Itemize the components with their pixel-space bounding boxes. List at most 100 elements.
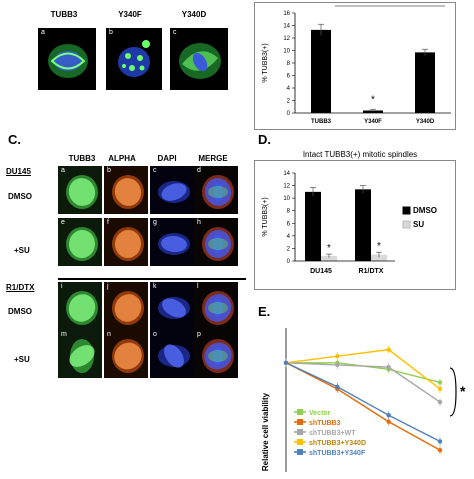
y-tick-label: 4 — [287, 234, 291, 240]
merged-dna-signal — [213, 347, 223, 365]
stain-signal — [68, 230, 96, 258]
bar-r1dtx-su — [371, 254, 387, 261]
y-tick-label: 8 — [287, 209, 291, 215]
bar-du145-su — [321, 255, 337, 261]
x-tick-label: Y340F — [364, 119, 382, 125]
stain-signal — [114, 294, 142, 322]
legend-swatch-su — [402, 220, 411, 229]
merged-tubb3-signal — [208, 350, 228, 362]
stain-signal — [162, 298, 186, 318]
y-tick-label: 6 — [287, 74, 291, 80]
micrograph-j: j — [104, 282, 148, 330]
data-point-shtubb3-y340f — [437, 439, 443, 444]
panel-c-header-tubb3: TUBB3 — [68, 154, 96, 163]
panel-c-header-alpha: ALPHA — [108, 154, 136, 163]
y-tick-label: 0 — [287, 111, 291, 117]
micrograph-k: k — [150, 282, 194, 330]
data-point-shtubb3-wt — [437, 399, 443, 405]
stain-signal — [114, 230, 142, 258]
legend-label-shtubb3-y340f: shTUBB3+Y340F — [309, 450, 366, 457]
significance-star: * — [371, 95, 375, 106]
x-tick-label: TUBB3 — [311, 119, 332, 125]
stain-signal — [69, 345, 95, 367]
panel-b-ylabel: % TUBB3(+) — [262, 43, 269, 82]
micrograph-letter: j — [107, 283, 109, 290]
micrograph-letter: d — [197, 167, 201, 174]
merged-tubb3-signal — [208, 186, 228, 198]
cell-stain-image — [112, 339, 144, 373]
micrograph-m: m — [58, 330, 102, 378]
micrograph-letter: l — [197, 283, 199, 290]
cell-stain-image — [202, 339, 234, 373]
panel-e-label: E. — [258, 304, 271, 319]
spindle-image — [179, 43, 221, 79]
micrograph-g: g — [150, 218, 194, 266]
micrograph-e: e — [58, 218, 102, 266]
merged-tubb3-signal — [208, 238, 228, 250]
panel-b-bar-chart-svg: 0 2 4 6 8 10 12 14 16 TUBB3 Y340F Y340D * % TUBB3(+… — [262, 5, 451, 125]
x-tick-label: R1/DTX — [359, 268, 384, 275]
stain-signal — [114, 342, 142, 370]
legend-label-shtubb3-wt: shTUBB3+WT — [309, 430, 356, 437]
micrograph-a-tubb3: a — [38, 28, 96, 90]
y-tick-label: 10 — [283, 196, 290, 202]
legend-marker-shtubb3 — [297, 419, 303, 425]
y-tick-label: 0 — [287, 259, 291, 265]
stain-signal — [68, 178, 96, 206]
y-tick-label: 16 — [283, 11, 290, 17]
legend-label-shtubb3: shTUBB3 — [309, 420, 341, 427]
row-label-dmso-1: DMSO — [8, 192, 32, 201]
significance-star: * — [377, 241, 381, 252]
legend-label-shtubb3-y340d: shTUBB3+Y340D — [309, 440, 366, 447]
micrograph-l: l — [194, 282, 238, 330]
bar-du145-dmso — [305, 191, 321, 261]
y-tick-label: 8 — [287, 61, 291, 67]
panel-d-chart: 0 2 4 6 8 10 12 14 * DU145 * R1/DTX % TUBB3(+) DMS… — [254, 160, 456, 290]
micrograph-f: f — [104, 218, 148, 266]
legend-label-dmso: DMSO — [413, 206, 437, 215]
significance-bracket — [449, 367, 457, 417]
data-point-shtubb3-wt — [335, 362, 340, 368]
legend-marker-vector — [297, 409, 303, 415]
micrograph-letter: a — [61, 167, 65, 174]
micrograph-a: a — [58, 166, 102, 214]
cell-stain-image — [66, 291, 98, 325]
panel-a-header-y340d: Y340D — [181, 10, 207, 19]
panel-a-header-tubb3: TUBB3 — [50, 10, 78, 19]
panel-a-header-y340f: Y340F — [118, 10, 142, 19]
bar-r1dtx-dmso — [355, 189, 371, 261]
panel-c-header-merge: MERGE — [198, 154, 228, 163]
cell-stain-image — [158, 233, 190, 255]
data-point-shtubb3-y340f — [283, 360, 289, 365]
cell-stain-image — [112, 291, 144, 325]
micrograph-n: n — [104, 330, 148, 378]
micrograph-letter: e — [61, 219, 65, 226]
y-tick-label: 2 — [287, 99, 291, 105]
panel-e-chart: Relative cell viability * Vector shTUBB3 s… — [254, 322, 468, 474]
bar-tubb3 — [311, 29, 331, 113]
panel-d-bar-chart-svg: 0 2 4 6 8 10 12 14 * DU145 * R1/DTX % TUBB3(+) DMS… — [262, 171, 437, 275]
significance-star: * — [460, 383, 466, 399]
micrograph-letter: m — [61, 331, 67, 338]
legend-swatch-dmso — [402, 206, 411, 215]
y-tick-label: 14 — [283, 24, 290, 30]
series-line-shtubb3-y340d — [285, 348, 441, 390]
cell-stain-image — [66, 227, 98, 261]
micrograph-letter: b — [107, 167, 111, 174]
micrograph-d: d — [194, 166, 238, 214]
legend-marker-shtubb3-wt — [297, 429, 303, 435]
row-group-divider — [58, 278, 246, 280]
data-point-shtubb3-y340d — [335, 354, 340, 359]
data-point-shtubb3-wt — [386, 364, 391, 370]
micrograph-letter: o — [153, 331, 157, 338]
legend-marker-shtubb3-y340d — [297, 439, 303, 445]
micrograph-letter: p — [197, 331, 201, 338]
micrograph-letter: b — [109, 29, 113, 36]
micrograph-p: p — [194, 330, 238, 378]
stain-signal — [164, 344, 184, 368]
micrograph-c: c — [150, 166, 194, 214]
cell-stain-image — [69, 339, 95, 373]
legend-label-vector: Vector — [309, 410, 331, 417]
cell-stain-image — [66, 175, 98, 209]
x-tick-label: Y340D — [416, 119, 435, 125]
